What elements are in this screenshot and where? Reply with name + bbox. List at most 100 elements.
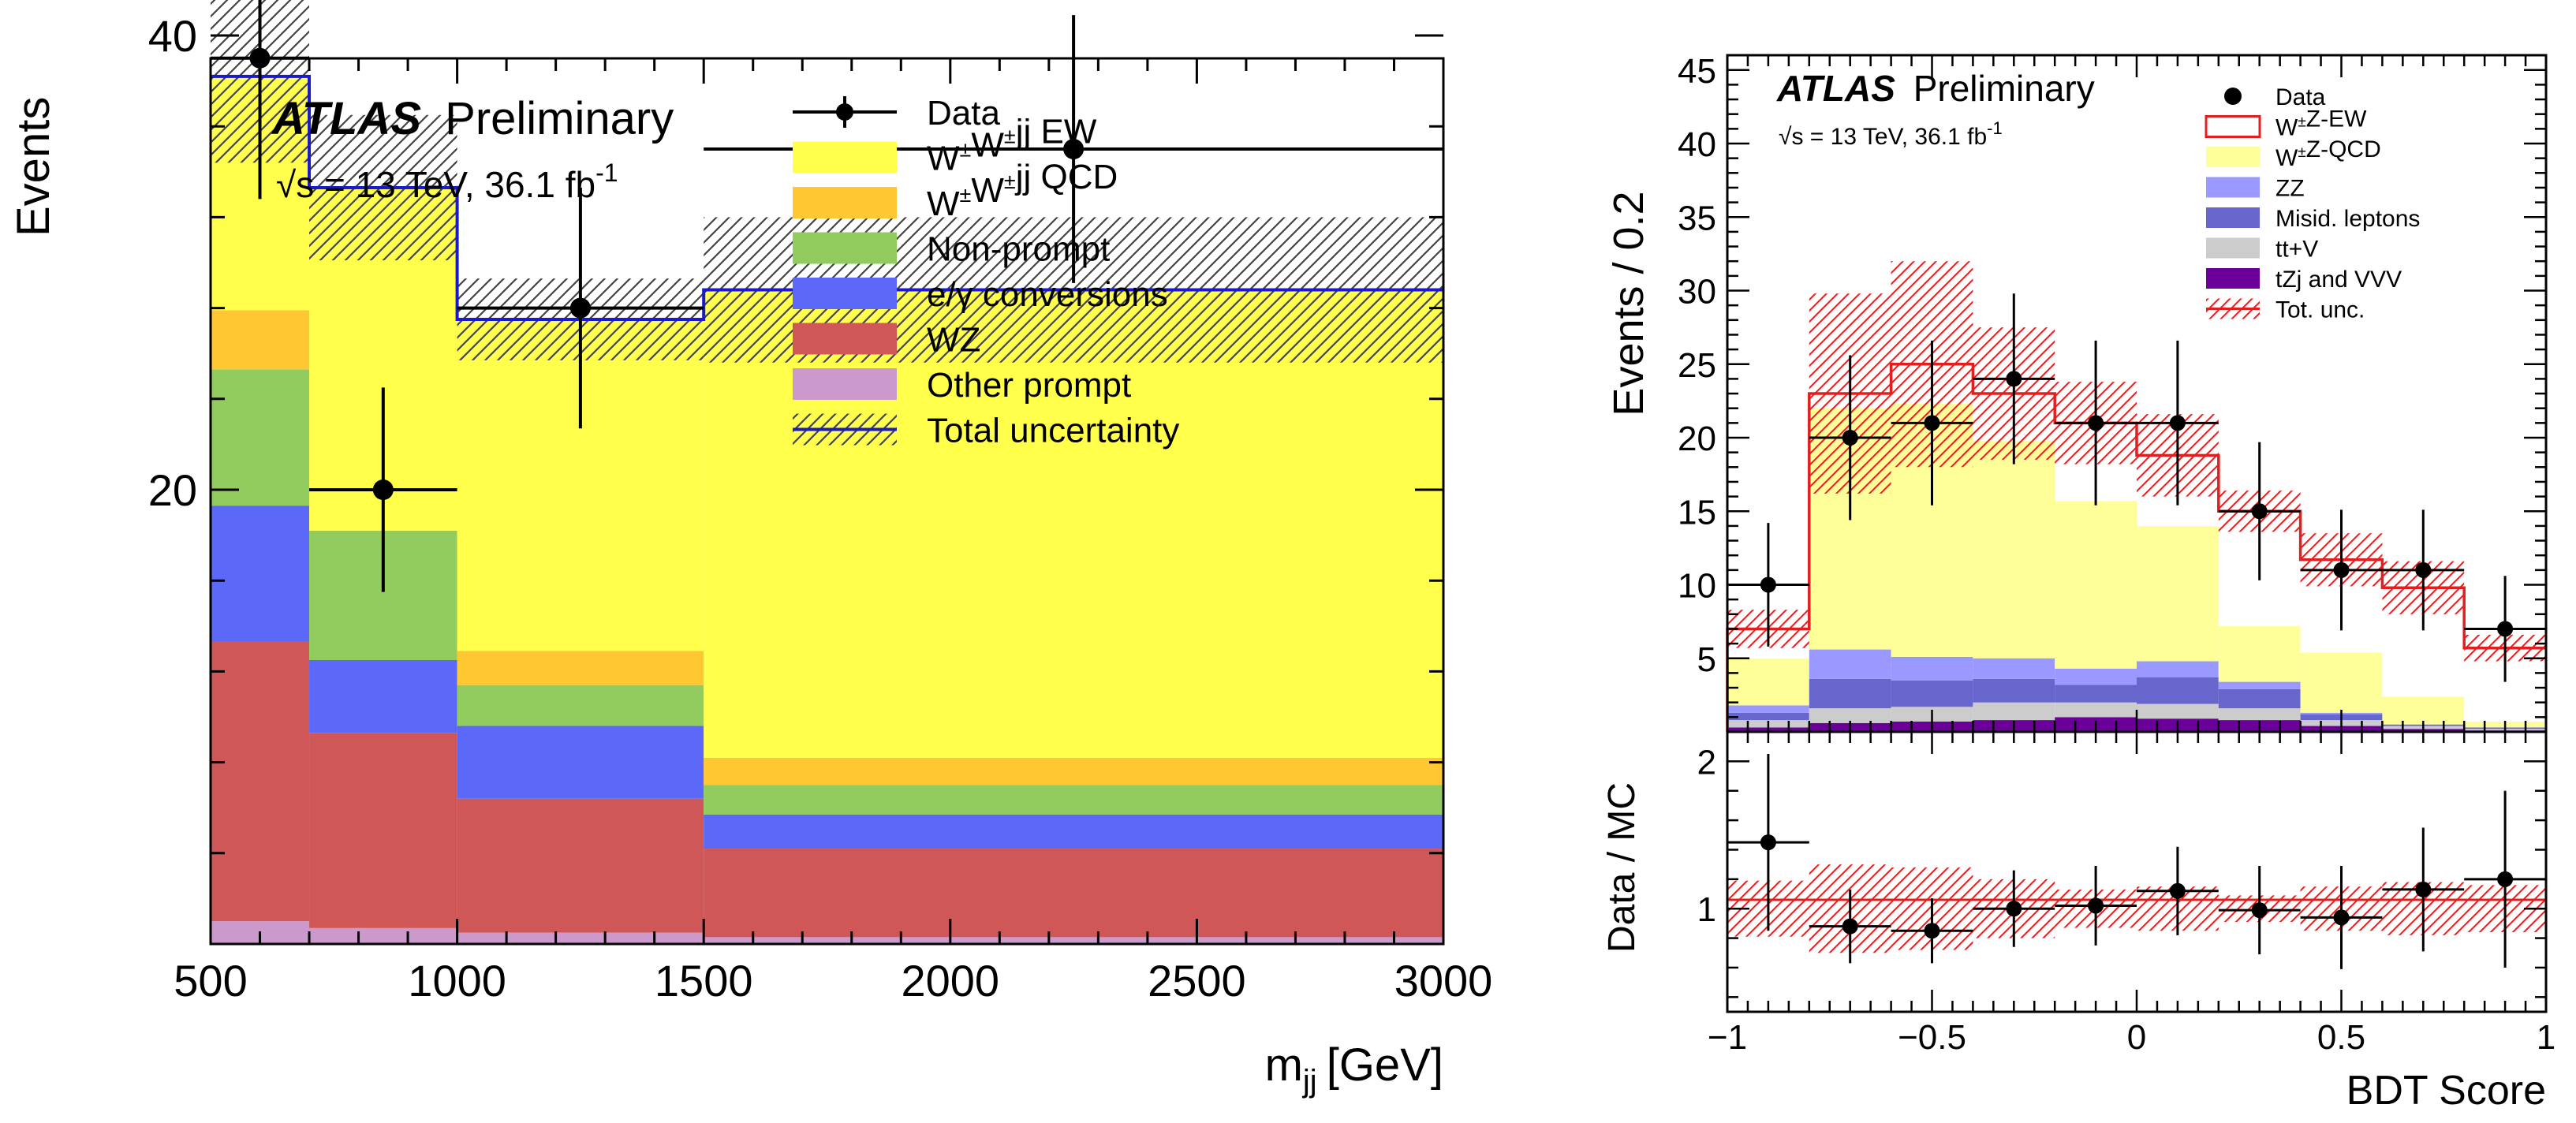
right-legend-swatch — [2206, 268, 2260, 289]
right-data-point-9 — [2497, 621, 2514, 637]
left-bar-non-prompt-bin-0 — [211, 369, 310, 506]
right-bar-zz-bin-0 — [1727, 705, 1809, 713]
right-bar-misid-leptons-bin-0 — [1727, 712, 1809, 721]
left-bar-e-conversions-bin-3 — [704, 814, 1443, 849]
right-legend-label: W±Z-QCD — [2275, 136, 2381, 171]
left-atlas-label: ATLAS Preliminary — [271, 93, 674, 144]
left-legend-label: Data — [927, 94, 1000, 132]
left-legend-label: Total uncertainty — [927, 412, 1179, 450]
ratio-data-point-9 — [2497, 871, 2514, 887]
right-legend-label: Tot. unc. — [2275, 297, 2365, 323]
ratio-data-point-2 — [1924, 923, 1940, 939]
left-legend-label: e/γ conversions — [927, 275, 1168, 314]
right-legend-label: Misid. leptons — [2275, 206, 2420, 232]
right-legend-swatch — [2206, 237, 2260, 259]
left-legend-label: W±W±jj EW — [927, 113, 1097, 178]
right-ytick-label: 10 — [1678, 567, 1716, 606]
left-legend-data-marker — [836, 103, 853, 121]
right-bar-w-z-qcd-bin-8 — [2382, 696, 2465, 725]
left-legend-label: Other prompt — [927, 366, 1131, 405]
ratio-data-point-4 — [2088, 897, 2104, 914]
left-xtick-label: 3000 — [1394, 956, 1493, 1005]
right-legend-swatch — [2206, 177, 2260, 198]
right-ratio-chart: −1 −0.5 0 0.5 1 1 2 Data / MC BDT Score — [1601, 730, 2555, 1114]
left-legend-swatch — [793, 368, 897, 400]
right-energy-label: √s = 13 TeV, 36.1 fb-1 — [1779, 118, 2003, 150]
left-ytick-label: 20 — [148, 465, 197, 515]
right-y-axis-label: Events / 0.2 — [1605, 191, 1652, 416]
right-ytick-label: 5 — [1697, 640, 1716, 679]
right-bar-w-z-qcd-bin-3 — [1973, 440, 2055, 659]
left-bar-w-w-jj-qcd-bin-2 — [457, 651, 704, 685]
ratio-xtick-label: 0 — [2127, 1018, 2146, 1057]
left-legend-swatch — [793, 187, 897, 218]
left-bar-wz-bin-3 — [704, 849, 1443, 938]
ratio-ytick-label: 2 — [1697, 743, 1716, 782]
ratio-data-point-8 — [2415, 881, 2432, 897]
right-bar-zz-bin-1 — [1809, 649, 1891, 679]
ratio-data-point-0 — [1760, 834, 1776, 851]
right-bar-misid-leptons-bin-1 — [1809, 678, 1891, 709]
ratio-ytick-label: 1 — [1697, 890, 1716, 929]
right-bar-misid-leptons-bin-3 — [1973, 678, 2055, 703]
right-legend-label: Data — [2275, 84, 2326, 110]
right-data-point-7 — [2333, 562, 2350, 578]
right-bar-w-z-qcd-bin-7 — [2300, 652, 2383, 713]
left-xtick-label: 2500 — [1148, 956, 1246, 1005]
right-legend-ew-swatch — [2205, 115, 2261, 138]
left-data-point-1 — [372, 479, 394, 500]
right-bar-zz-bin-2 — [1891, 656, 1973, 681]
left-xtick-label: 1000 — [408, 956, 506, 1005]
left-bar-non-prompt-bin-3 — [704, 785, 1443, 815]
left-bar-wz-bin-0 — [211, 641, 310, 922]
left-bar-w-w-jj-ew-bin-3 — [704, 289, 1443, 758]
ratio-data-point-3 — [2006, 901, 2022, 917]
right-bar-w-z-qcd-bin-0 — [1727, 658, 1809, 706]
right-bar-tt-v-bin-4 — [2055, 702, 2137, 718]
left-data-point-2 — [569, 297, 591, 319]
right-bar-tt-v-bin-5 — [2137, 703, 2219, 719]
right-bar-tt-v-bin-3 — [1973, 702, 2055, 721]
right-legend-data-marker — [2224, 88, 2242, 105]
right-bar-misid-leptons-bin-4 — [2055, 685, 2137, 703]
left-y-axis-label: Events — [8, 97, 59, 237]
right-ytick-label: 20 — [1678, 420, 1716, 458]
left-bar-other-prompt-bin-1 — [309, 927, 457, 944]
ratio-xtick-label: 1 — [2537, 1018, 2555, 1057]
left-legend-swatch — [793, 323, 897, 355]
left-bar-wz-bin-2 — [457, 798, 704, 933]
left-bar-w-w-jj-qcd-bin-3 — [704, 757, 1443, 785]
left-ytick-label: 40 — [148, 11, 197, 61]
left-xtick-label: 2000 — [902, 956, 1000, 1005]
left-bar-e-conversions-bin-0 — [211, 506, 310, 642]
left-xtick-label: 500 — [174, 956, 247, 1005]
left-bar-non-prompt-bin-2 — [457, 685, 704, 726]
right-ytick-label: 35 — [1678, 199, 1716, 237]
right-data-point-4 — [2088, 415, 2104, 431]
right-legend-swatch — [2206, 207, 2260, 228]
left-legend-label: Non-prompt — [927, 230, 1110, 269]
right-bar-w-z-qcd-bin-4 — [2055, 501, 2137, 669]
right-ytick-label: 30 — [1678, 273, 1716, 312]
right-bar-zz-bin-4 — [2055, 668, 2137, 685]
right-data-point-0 — [1760, 576, 1776, 593]
right-bar-w-z-qcd-bin-5 — [2137, 525, 2219, 662]
right-bar-w-z-qcd-bin-6 — [2218, 625, 2301, 682]
right-bar-tt-v-bin-1 — [1809, 708, 1891, 723]
ratio-xtick-label: −1 — [1708, 1018, 1747, 1057]
ratio-data-point-7 — [2333, 909, 2350, 926]
ratio-xtick-label: −0.5 — [1898, 1018, 1966, 1057]
right-main-chart: 5 10 15 20 25 30 35 40 45 ATLAS Preliminary √s =… — [1605, 52, 2548, 733]
right-bar-zz-bin-6 — [2218, 681, 2301, 689]
left-data-point-3 — [1063, 139, 1085, 159]
left-legend-label: W±W±jj QCD — [927, 158, 1118, 223]
left-total-line — [211, 74, 1443, 321]
ratio-axes: −1 −0.5 0 0.5 1 1 2 — [1697, 732, 2555, 1057]
left-legend-swatch — [793, 232, 897, 264]
right-data-point-8 — [2415, 562, 2432, 578]
left-legend-swatch — [793, 141, 897, 173]
left-xtick-label: 1500 — [655, 956, 753, 1005]
ratio-data-points — [1727, 754, 2546, 969]
right-legend-label: tt+V — [2275, 237, 2318, 263]
